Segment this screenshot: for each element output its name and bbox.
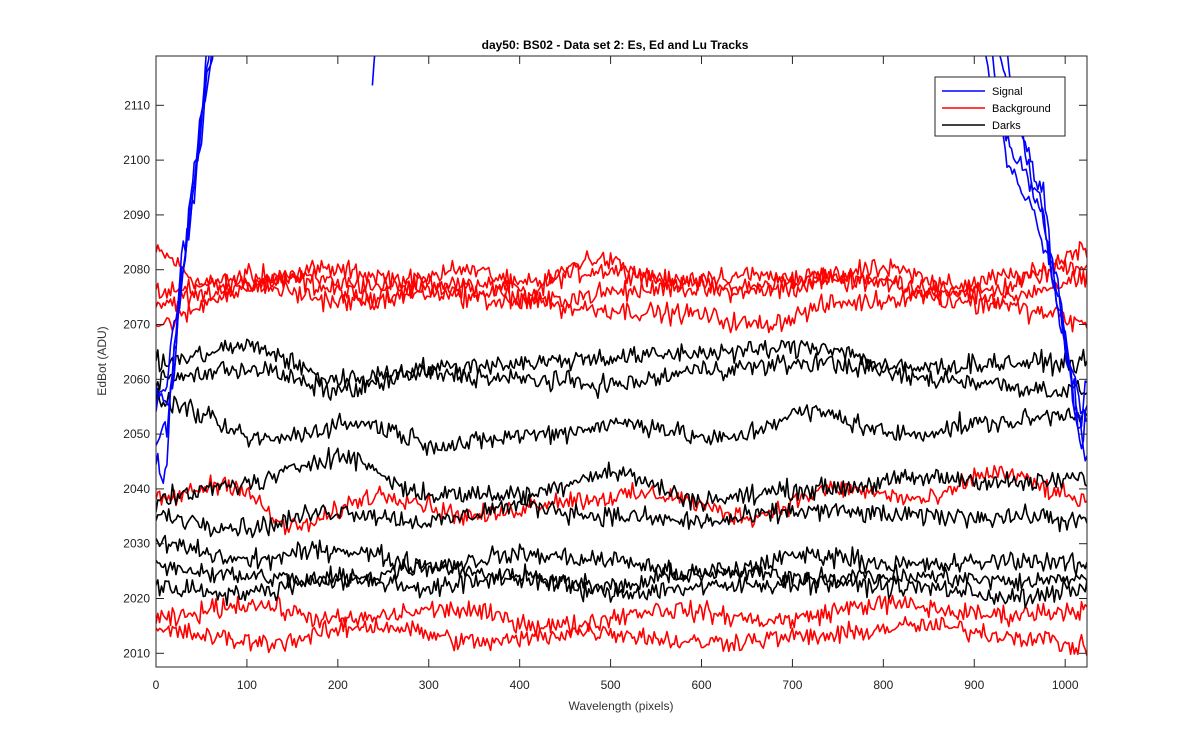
darks-series-line: [156, 387, 1087, 456]
y-tick-label: 2080: [123, 263, 150, 277]
signal-series-line: [156, 56, 210, 412]
x-tick-label: 1000: [1052, 678, 1079, 692]
darks-series-line: [156, 493, 1087, 539]
darks-series-line: [156, 558, 1087, 597]
legend-label-darks: Darks: [992, 120, 1021, 132]
y-tick-label: 2040: [123, 482, 150, 496]
darks-series-line: [156, 338, 1087, 387]
y-tick-label: 2050: [123, 427, 150, 441]
darks-series-line: [156, 563, 1087, 609]
x-tick-label: 900: [964, 678, 984, 692]
legend-label-signal: Signal: [992, 86, 1023, 98]
x-tick-label: 500: [601, 678, 621, 692]
y-tick-label: 2060: [123, 372, 150, 386]
y-tick-label: 2010: [123, 646, 150, 660]
x-tick-label: 400: [510, 678, 530, 692]
x-tick-label: 200: [328, 678, 348, 692]
darks-series-line: [156, 534, 1087, 583]
plot-area: [156, 56, 1087, 667]
x-tick-label: 800: [873, 678, 893, 692]
background-series-line: [156, 263, 1087, 315]
y-tick-label: 2110: [124, 98, 150, 112]
x-tick-label: 600: [691, 678, 711, 692]
signal-series-line: [156, 56, 207, 446]
background-series-line: [156, 259, 1087, 334]
plot-frame: [155, 55, 1088, 668]
y-axis: 2010 2020 2030 2040 2050 2060 2070 2080 2090 2100…: [123, 98, 1087, 660]
background-series-line: [156, 616, 1087, 657]
y-tick-label: 2090: [123, 208, 150, 222]
background-series-line: [156, 594, 1087, 637]
legend-label-background: Background: [992, 103, 1051, 115]
signal-series-line: [371, 56, 376, 86]
y-tick-label: 2100: [123, 153, 150, 167]
legend-box: [934, 76, 1066, 137]
y-tick-label: 2030: [123, 537, 150, 551]
x-tick-label: 300: [419, 678, 439, 692]
x-tick-label: 100: [237, 678, 257, 692]
x-tick-label: 0: [153, 678, 160, 692]
darks-series-line: [156, 447, 1087, 512]
background-series-line: [156, 464, 1087, 536]
x-tick-label: 700: [782, 678, 802, 692]
legend: Signal Background Darks: [934, 76, 1066, 137]
y-tick-label: 2020: [123, 592, 150, 606]
signal-series-line: [156, 56, 214, 407]
darks-series-line: [156, 352, 1087, 401]
y-axis-label: EdBot (ADU): [95, 326, 109, 395]
background-series-line: [156, 250, 1087, 312]
signal-series-line: [156, 56, 213, 484]
x-axis-label: Wavelength (pixels): [569, 699, 674, 713]
chart-title: day50: BS02 - Data set 2: Es, Ed and Lu …: [482, 38, 749, 52]
x-axis: 0 100 200 300 400 500 600 700 800 900 1000: [153, 56, 1079, 692]
y-tick-label: 2070: [123, 318, 150, 332]
